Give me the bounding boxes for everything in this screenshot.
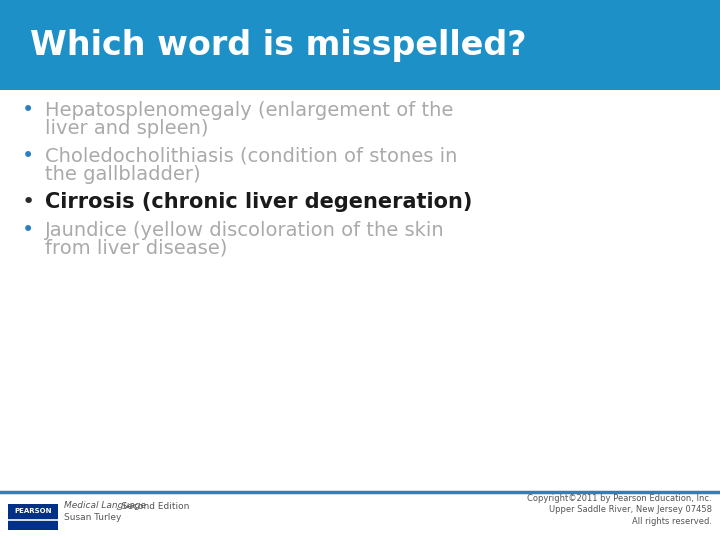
Text: from liver disease): from liver disease): [45, 239, 228, 258]
FancyBboxPatch shape: [0, 0, 720, 90]
Text: •: •: [22, 220, 34, 240]
Text: Which word is misspelled?: Which word is misspelled?: [30, 29, 526, 62]
FancyBboxPatch shape: [8, 504, 58, 530]
Text: liver and spleen): liver and spleen): [45, 119, 209, 138]
Text: Jaundice (yellow discoloration of the skin: Jaundice (yellow discoloration of the sk…: [45, 221, 445, 240]
Text: •: •: [22, 100, 34, 120]
Text: Susan Turley: Susan Turley: [64, 514, 122, 523]
Text: Medical Language: Medical Language: [64, 502, 146, 510]
Text: Choledocholithiasis (condition of stones in: Choledocholithiasis (condition of stones…: [45, 147, 457, 166]
Text: Hepatosplenomegaly (enlargement of the: Hepatosplenomegaly (enlargement of the: [45, 101, 454, 120]
Text: , Second Edition: , Second Edition: [116, 502, 189, 510]
Text: Copyright©2011 by Pearson Education, Inc.
Upper Saddle River, New Jersey 07458
A: Copyright©2011 by Pearson Education, Inc…: [527, 494, 712, 526]
Text: the gallbladder): the gallbladder): [45, 165, 201, 184]
Text: •: •: [22, 192, 35, 212]
Text: PEARSON: PEARSON: [14, 508, 52, 514]
Text: Cirrosis (chronic liver degeneration): Cirrosis (chronic liver degeneration): [45, 192, 472, 212]
Text: •: •: [22, 146, 34, 166]
